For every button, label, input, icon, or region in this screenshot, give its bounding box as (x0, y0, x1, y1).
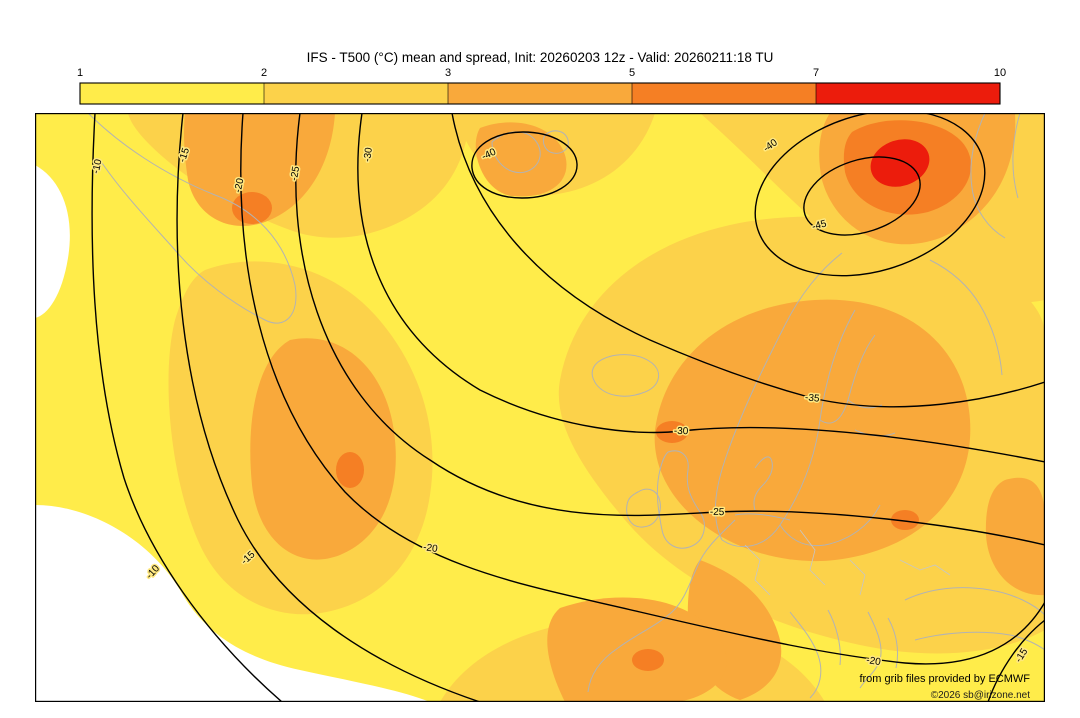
spread-region-5-7 (336, 452, 364, 488)
contour-minus-40-closed (754, 113, 986, 277)
coastline (1012, 113, 1021, 199)
coastline (715, 252, 843, 541)
coastline (591, 354, 660, 397)
border-line (849, 559, 866, 596)
contour-minus-15 (176, 113, 481, 702)
coastline (789, 611, 822, 699)
spread-region-lt1 (35, 165, 70, 318)
legend-tick: 3 (445, 67, 451, 79)
contour-label: -20 (865, 655, 882, 668)
spread-legend: 1 2 3 5 7 10 (77, 67, 1006, 105)
coastline (779, 504, 881, 547)
contour-minus-15 (987, 619, 1045, 702)
legend-tick: 10 (994, 67, 1006, 79)
spread-region-5-7 (232, 192, 272, 224)
legend-segment (632, 83, 816, 104)
legend-segment (448, 83, 632, 104)
legend-border (79, 82, 1001, 105)
coastline (827, 609, 841, 666)
coastline (542, 130, 569, 154)
contour-label: -20 (233, 177, 247, 194)
spread-region-7-10 (870, 139, 930, 187)
coastline (734, 513, 791, 521)
credits-copyright: ©2026 sb@irizone.net (931, 690, 1030, 701)
credits-ecmwf: from grib files provided by ECMWF (859, 673, 1030, 685)
coastline (656, 450, 705, 549)
contour-label: -10 (91, 158, 105, 175)
t500-map: -10 -15 -20 -25 -30 -40 -40 -45 -35 -30 … (35, 113, 1045, 702)
spread-region-3-5 (654, 299, 971, 562)
contour-minus-35 (451, 113, 1045, 408)
coastline (819, 334, 876, 424)
legend-tick: 1 (77, 67, 83, 79)
contour-minus-10 (91, 113, 283, 702)
coastline (87, 113, 297, 324)
country-borders (744, 529, 951, 596)
coastline (721, 309, 856, 548)
coastline (929, 259, 1003, 376)
legend-segment (80, 83, 264, 104)
contour-label: -25 (289, 165, 302, 182)
spread-region-5-7 (891, 510, 919, 530)
spread-region-lt1 (35, 505, 430, 702)
contour-minus-20 (240, 113, 1045, 665)
contour-minus-45-closed (803, 156, 921, 236)
contour-label: -20 (422, 542, 438, 555)
contour-label: -35 (804, 392, 820, 404)
coastline (970, 113, 1006, 239)
contour-label: -25 (710, 507, 725, 519)
contour-label: -30 (674, 426, 689, 438)
legend-segment (816, 83, 1000, 104)
contour-label: -30 (362, 146, 375, 162)
coastline (887, 617, 899, 669)
contour-labels: -10 -15 -20 -25 -30 -40 -40 -45 -35 -30 … (89, 136, 1032, 670)
border-line (744, 544, 771, 596)
legend-tick: 5 (629, 67, 635, 79)
border-line (899, 559, 951, 576)
coastline (753, 456, 773, 511)
spread-region-5-7 (632, 649, 664, 671)
coastline (904, 587, 1045, 616)
spread-region-3-5 (985, 477, 1045, 596)
legend-tick: 2 (261, 67, 267, 79)
legend-segment (264, 83, 448, 104)
legend-tick: 7 (813, 67, 819, 79)
contour-minus-25 (295, 113, 1045, 546)
contour-minus-40-closed (471, 131, 578, 199)
page-title: IFS - T500 (°C) mean and spread, Init: 2… (306, 50, 774, 65)
contour-minus-30 (357, 113, 1045, 463)
coastline (914, 631, 1045, 651)
coastlines (87, 113, 1045, 699)
mean-contours (91, 113, 1045, 702)
coastline (587, 519, 736, 693)
map-border (35, 113, 1045, 702)
coastline (626, 488, 661, 528)
border-line (799, 529, 826, 586)
